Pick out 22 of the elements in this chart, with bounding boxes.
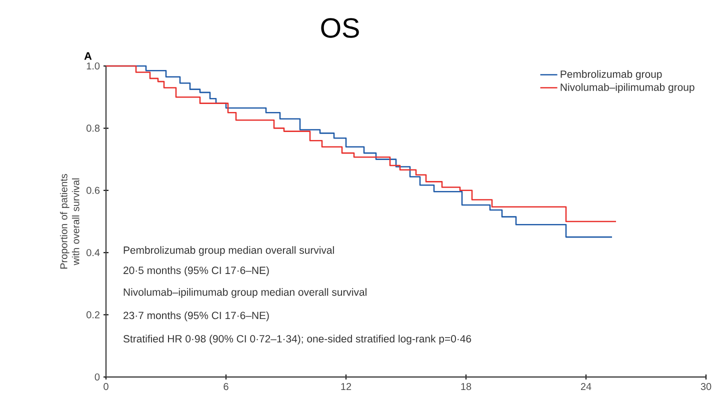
x-tick-label: 0 <box>104 383 108 390</box>
x-tick-label: 24 <box>580 383 592 390</box>
annotation: Nivolumab–ipilimumab group median overall survival <box>124 288 366 298</box>
y-tick-label: 0.6 <box>86 186 100 194</box>
y-tick-label: 0.2 <box>86 311 100 318</box>
annotation: Stratified HR 0·98 (90% CI 0·72–1·34); one-sided stratified log-rank p=0·46 <box>123 334 472 345</box>
legend-label: Nivolumab–ipilimumab group <box>560 83 694 93</box>
y-axis-title: Proportion of patients with overall survival <box>60 174 80 269</box>
x-tick-label: 18 <box>461 383 472 390</box>
y-tick-label: 1.0 <box>86 62 100 70</box>
x-tick-label: 6 <box>224 383 228 390</box>
y-tick-label: 0.4 <box>86 249 100 256</box>
text: A <box>84 52 92 60</box>
legend-label: Pembrolizumab group <box>560 70 662 80</box>
annotation: 20·5 months (95% CI 17·6–NE) <box>124 266 269 276</box>
x-tick-label: 30 <box>700 383 712 390</box>
annotation: Pembrolizumab group median overall survival <box>124 246 334 256</box>
annotation: 23·7 months (95% CI 17·6–NE) <box>124 311 269 322</box>
x-tick-label: 12 <box>341 383 352 390</box>
y-tick-label: 0.8 <box>86 124 100 132</box>
chart-title: OS <box>321 18 359 38</box>
y-tick-label: 0 <box>94 373 100 381</box>
